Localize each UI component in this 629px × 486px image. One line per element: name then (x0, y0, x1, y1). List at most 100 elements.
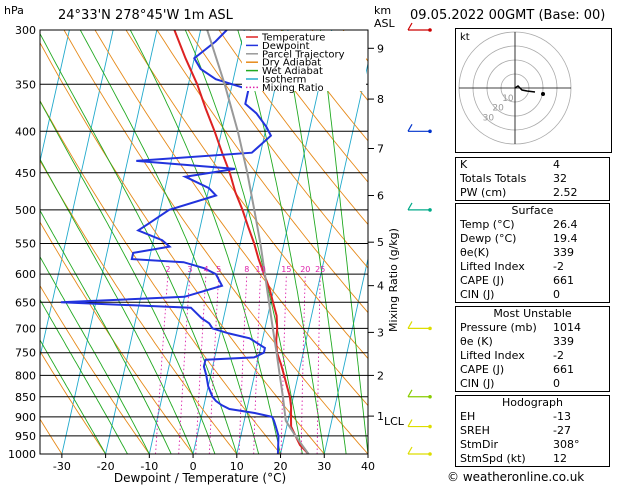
unstable-key: θe (K) (460, 335, 493, 348)
x-tick-label: -20 (97, 460, 115, 473)
index-key: K (460, 158, 468, 171)
hodograph-table-title: Hodograph (502, 396, 563, 409)
pressure-tick-label: 900 (15, 411, 36, 424)
unstable-value: 1014 (553, 321, 581, 334)
legend-label: Dry Adiabat (262, 58, 321, 69)
hodo-key: StmSpd (kt) (460, 452, 526, 465)
wind-barb-dot (428, 452, 432, 456)
credit-text: © weatheronline.co.uk (447, 470, 585, 484)
hodo-key: EH (460, 410, 476, 423)
isotherm-line (40, 30, 114, 359)
isotherm-line (323, 256, 368, 454)
pressure-tick-label: 550 (15, 237, 36, 250)
km-label: km (374, 4, 392, 17)
isotherm-line (192, 30, 289, 454)
most-unstable-title: Most Unstable (493, 307, 572, 320)
km-tick-label: 2 (377, 369, 384, 382)
pressure-tick-label: 850 (15, 391, 36, 404)
pressure-tick-label: 1000 (8, 448, 36, 461)
mixing-ratio-line (195, 274, 207, 454)
isotherm-line (61, 30, 158, 454)
wet-adiabat-line (40, 339, 106, 454)
wind-barb-dot (428, 129, 432, 134)
pressure-tick-label: 650 (15, 296, 36, 309)
hodograph-ring-label: 10 (502, 94, 514, 104)
km-tick-label: 3 (377, 326, 384, 339)
surface-table: Surface Temp (°C) 26.4 Dewp (°C) 19.4 θe(K) 3… (455, 203, 610, 303)
x-tick-label: -30 (53, 460, 71, 473)
mixing-ratio-line (178, 274, 191, 454)
pressure-tick-label: 600 (15, 268, 36, 281)
hodo-row: StmDir 308° (456, 438, 609, 452)
wind-barb-dot (428, 326, 432, 331)
km-tick-label: 5 (377, 236, 384, 249)
hodograph-kt-label: kt (460, 32, 470, 43)
hodograph-ring-label: 30 (483, 113, 495, 123)
unstable-key: Lifted Index (460, 349, 525, 362)
mixing-ratio-line (280, 274, 287, 454)
mixing-ratio-label: 4 (203, 265, 208, 274)
wind-barb-flag (407, 202, 413, 211)
hodograph-table: Hodograph EH -13 SREH -27 StmDir 308° StmSpd (… (455, 395, 610, 467)
surface-key: θe(K) (460, 246, 490, 259)
temperature-series (173, 30, 310, 454)
index-key: Totals Totals (460, 172, 527, 185)
surface-row: CIN (J) 0 (456, 288, 609, 302)
parcel-trajectory-series (206, 30, 310, 454)
surface-row: Temp (°C) 26.4 (456, 218, 609, 232)
surface-row: Dewp (°C) 19.4 (456, 232, 609, 246)
surface-key: Dewp (°C) (460, 232, 517, 245)
surface-row: CAPE (J) 661 (456, 274, 609, 288)
hodograph-ring-label: 20 (492, 104, 504, 114)
x-tick-label: 0 (190, 460, 197, 473)
hodo-value: 308° (553, 438, 580, 451)
x-tick-label: 20 (274, 460, 288, 473)
unstable-row: CIN (J) 0 (456, 377, 609, 391)
hodo-value: -27 (553, 424, 571, 437)
legend-label: Temperature (261, 33, 325, 44)
dry-adiabat-line (187, 30, 368, 269)
surface-value: 339 (553, 246, 574, 259)
km-tick-label: 6 (377, 190, 384, 203)
hodo-value: 12 (553, 452, 567, 465)
surface-value: 19.4 (553, 232, 578, 245)
dewpoint-series (60, 30, 280, 454)
wind-barb-flag (407, 321, 413, 329)
surface-value: 0 (553, 288, 560, 301)
hodo-row: EH -13 (456, 410, 609, 424)
mixing-ratio-label: 5 (216, 265, 221, 274)
legend-label: Mixing Ratio (262, 83, 324, 94)
wind-barb-dot (428, 394, 432, 399)
dry-adiabat-line (218, 30, 368, 226)
surface-value: -2 (553, 260, 564, 273)
mixing-ratio-line (316, 274, 321, 454)
most-unstable-table: Most Unstable Pressure (mb) 1014 θe (K) 339… (455, 306, 610, 392)
dry-adiabat-line (249, 30, 368, 183)
unstable-value: 0 (553, 377, 560, 390)
surface-key: CAPE (J) (460, 274, 505, 287)
hpa-label: hPa (4, 4, 24, 17)
location-title: 24°33'N 278°45'W 1m ASL (58, 8, 233, 23)
mixing-ratio-label: 8 (244, 265, 249, 274)
mixing-ratio-label: 10 (255, 265, 265, 274)
surface-key: Temp (°C) (460, 218, 515, 231)
pressure-tick-label: 500 (15, 204, 36, 217)
mixing-ratio-label: 25 (315, 265, 325, 274)
legend-label: Isotherm (262, 75, 306, 86)
mixing-ratio-label: 3 (187, 265, 192, 274)
x-tick-label: 40 (361, 460, 375, 473)
unstable-value: 339 (553, 335, 574, 348)
wind-barb-dot (428, 208, 432, 212)
hodo-value: -13 (553, 410, 571, 423)
pressure-tick-label: 700 (15, 322, 36, 335)
mixing-ratio-line (300, 274, 306, 454)
pressure-tick-label: 450 (15, 167, 36, 180)
wind-barb-flag (407, 419, 413, 427)
asl-label: ASL (374, 17, 395, 30)
pressure-tick-label: 800 (15, 369, 36, 382)
unstable-key: CIN (J) (460, 377, 495, 390)
wind-barb-dot (428, 28, 432, 32)
isotherm-line (236, 30, 333, 454)
surface-key: CIN (J) (460, 288, 495, 301)
